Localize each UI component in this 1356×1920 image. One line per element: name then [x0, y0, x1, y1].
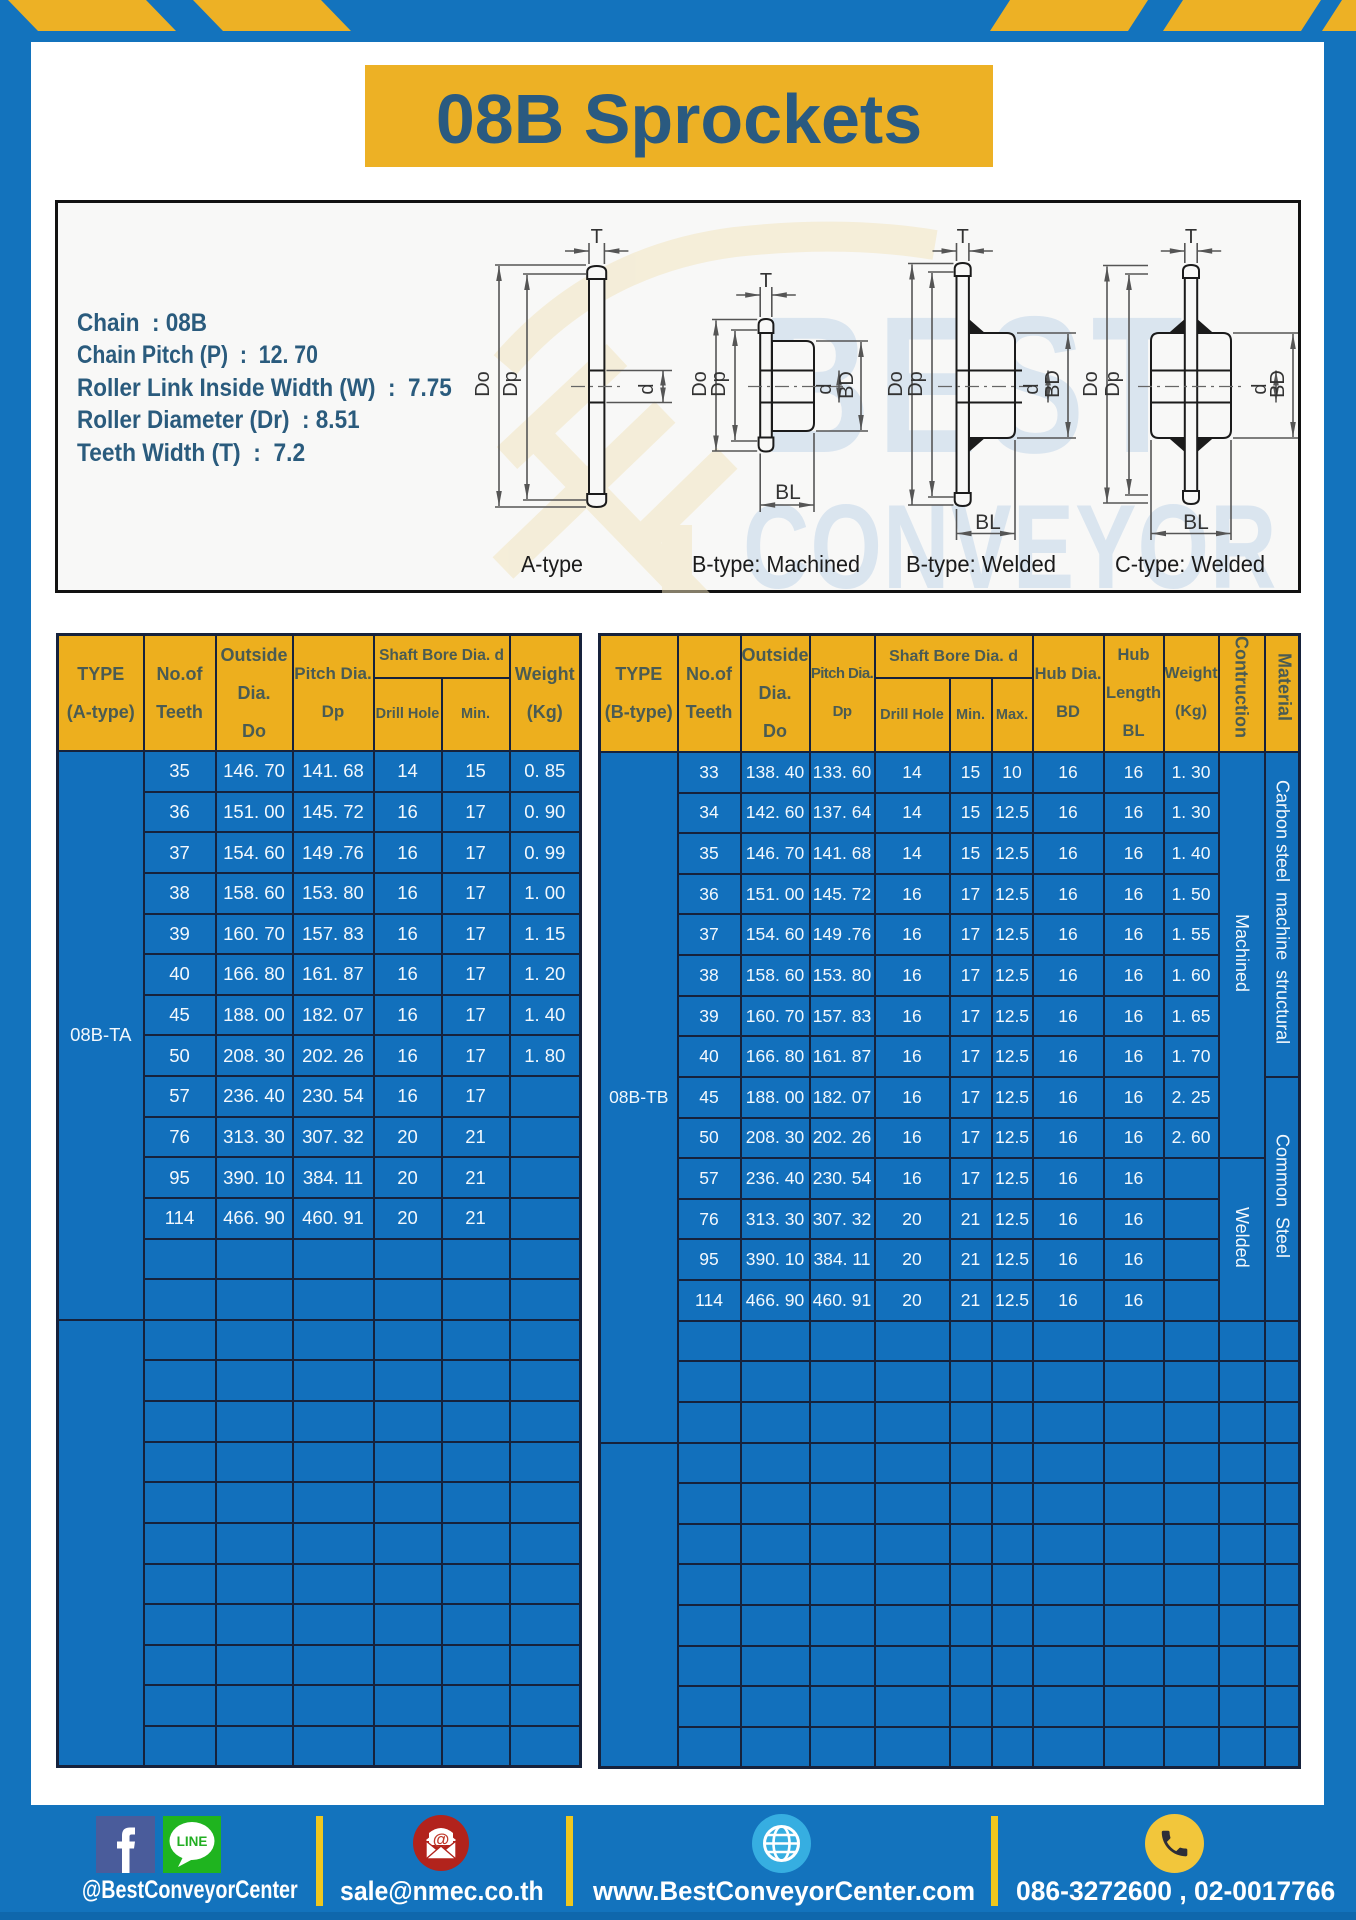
svg-text:C-type: Welded: C-type: Welded	[1115, 551, 1265, 577]
svg-text:Do: Do	[1080, 371, 1102, 397]
svg-text:T: T	[591, 226, 603, 248]
svg-text:T: T	[957, 226, 969, 248]
svg-text:d: d	[636, 383, 658, 394]
svg-text:d: d	[1021, 383, 1043, 394]
svg-text:@: @	[433, 1830, 450, 1849]
svg-text:BD: BD	[1042, 370, 1064, 398]
svg-text:A-type: A-type	[521, 551, 583, 577]
svg-text:B-type: Machined: B-type: Machined	[692, 551, 860, 577]
svg-text:T: T	[760, 270, 772, 292]
svg-text:Do: Do	[689, 371, 711, 397]
svg-text:Do: Do	[885, 371, 907, 397]
svg-text:BL: BL	[775, 481, 801, 504]
svg-text:LINE: LINE	[177, 1834, 208, 1849]
svg-text:d: d	[1249, 383, 1271, 394]
svg-text:d: d	[814, 383, 836, 394]
svg-text:Dp: Dp	[905, 371, 927, 397]
svg-text:Dp: Dp	[708, 371, 730, 397]
svg-text:BL: BL	[1183, 511, 1209, 534]
svg-text:BD: BD	[1267, 370, 1289, 398]
svg-text:T: T	[1185, 226, 1197, 248]
svg-text:Dp: Dp	[500, 371, 522, 397]
svg-text:Do: Do	[472, 371, 494, 397]
svg-text:Dp: Dp	[1102, 371, 1124, 397]
svg-text:BL: BL	[975, 511, 1001, 534]
svg-text:B-type: Welded: B-type: Welded	[906, 551, 1056, 577]
svg-text:BD: BD	[836, 371, 858, 399]
